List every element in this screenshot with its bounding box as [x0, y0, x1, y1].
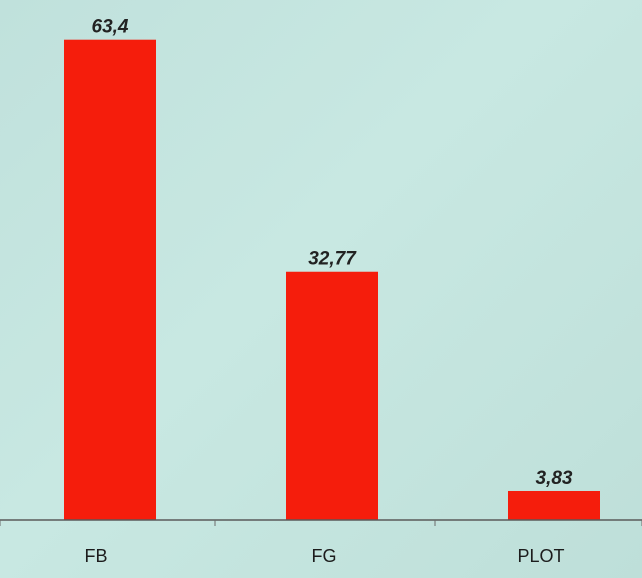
labels-layer: 63,4 FB 32,77 FG 3,83 PLOT [84, 17, 572, 566]
bar-fg [286, 271, 378, 520]
bar-fb [64, 39, 156, 521]
category-label-fb: FB [84, 546, 107, 566]
data-label-fg: 32,77 [308, 249, 357, 270]
bars-layer [64, 39, 600, 521]
data-label-plot: 3,83 [536, 468, 573, 489]
data-label-fb: 63,4 [92, 17, 129, 38]
x-axis-ticks [0, 520, 642, 526]
category-label-fg: FG [312, 546, 337, 566]
bar-plot [508, 490, 600, 520]
category-label-plot: PLOT [517, 546, 564, 566]
